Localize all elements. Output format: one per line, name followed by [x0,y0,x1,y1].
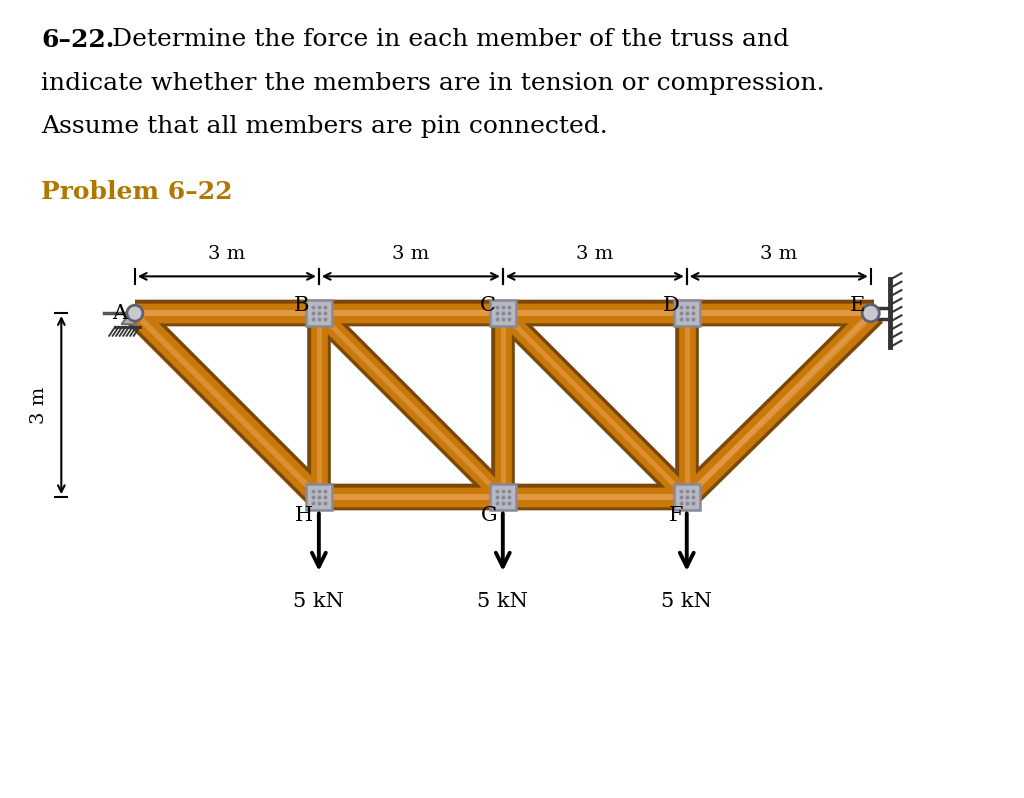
Bar [489,484,516,510]
Text: G: G [481,506,498,525]
Text: Determine the force in each member of the truss and: Determine the force in each member of th… [104,28,790,51]
Text: 5 kN: 5 kN [477,592,528,611]
Circle shape [127,305,143,321]
Text: D: D [663,296,680,315]
Text: Problem 6–22: Problem 6–22 [41,180,232,203]
Text: 3 m: 3 m [577,245,613,263]
Bar [306,300,332,326]
Text: C: C [479,296,496,315]
Text: H: H [295,506,312,525]
Bar [489,300,516,326]
Text: Assume that all members are pin connected.: Assume that all members are pin connecte… [41,115,607,138]
Text: 6–22.: 6–22. [41,28,115,52]
Text: 3 m: 3 m [760,245,798,263]
Text: F: F [669,506,683,525]
Text: 3 m: 3 m [30,386,48,424]
Text: 5 kN: 5 kN [662,592,712,611]
Bar [674,300,699,326]
Text: 3 m: 3 m [392,245,429,263]
Text: A: A [112,304,127,322]
Text: 3 m: 3 m [208,245,246,263]
Text: indicate whether the members are in tension or compression.: indicate whether the members are in tens… [41,72,824,95]
Text: B: B [294,296,309,315]
Text: 5 kN: 5 kN [294,592,344,611]
Bar [306,484,332,510]
Polygon shape [122,315,136,324]
Circle shape [862,305,880,322]
Text: E: E [850,296,865,315]
Bar [674,484,699,510]
